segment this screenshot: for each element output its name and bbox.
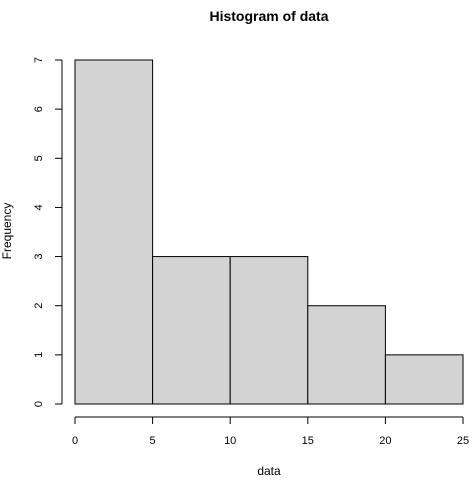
x-tick-label-0: 0 xyxy=(72,435,78,447)
x-tick-label-2: 10 xyxy=(224,435,236,447)
histogram-bar-0 xyxy=(74,59,154,405)
histogram-bar-3 xyxy=(307,305,386,405)
x-tick-label-5: 25 xyxy=(457,435,469,447)
histogram-bar-1 xyxy=(152,256,231,405)
y-tick-label-3: 3 xyxy=(33,254,45,260)
y-axis: 0 1 2 3 4 5 6 7 xyxy=(33,57,63,407)
x-axis: 0 5 10 15 20 25 xyxy=(72,416,469,447)
y-tick-label-7: 7 xyxy=(33,57,45,63)
y-axis-label: Frequency xyxy=(0,203,14,260)
x-tick-label-4: 20 xyxy=(379,435,391,447)
histogram-bar-4 xyxy=(384,354,464,405)
y-tick-label-6: 6 xyxy=(33,106,45,112)
y-tick-label-4: 4 xyxy=(33,204,45,210)
x-axis-label: data xyxy=(257,464,281,478)
y-tick-label-0: 0 xyxy=(33,401,45,407)
histogram-bar-2 xyxy=(229,256,309,405)
bars-layer xyxy=(74,59,464,405)
y-tick-label-1: 1 xyxy=(33,352,45,358)
y-tick-label-5: 5 xyxy=(33,155,45,161)
x-tick-label-1: 5 xyxy=(150,435,156,447)
x-tick-label-3: 15 xyxy=(302,435,314,447)
y-tick-label-2: 2 xyxy=(33,303,45,309)
chart-title: Histogram of data xyxy=(209,8,328,24)
